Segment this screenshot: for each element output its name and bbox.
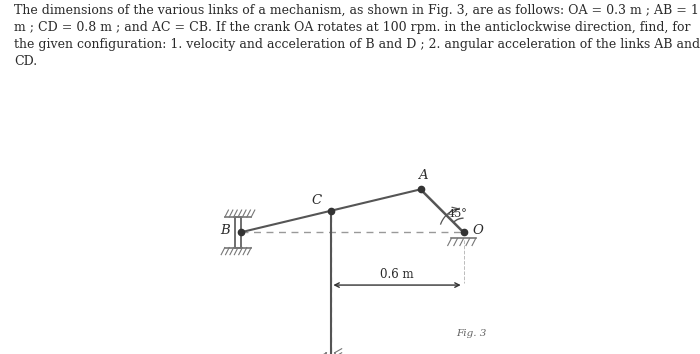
Text: A: A xyxy=(418,169,428,182)
Text: O: O xyxy=(472,224,483,237)
Bar xyxy=(235,217,241,247)
Text: B: B xyxy=(220,224,230,237)
Text: The dimensions of the various links of a mechanism, as shown in Fig. 3, are as f: The dimensions of the various links of a… xyxy=(14,4,700,68)
Text: Fig. 3: Fig. 3 xyxy=(456,329,486,338)
Text: C: C xyxy=(312,194,322,207)
Text: 0.6 m: 0.6 m xyxy=(380,268,414,281)
Text: 45°: 45° xyxy=(447,209,468,219)
